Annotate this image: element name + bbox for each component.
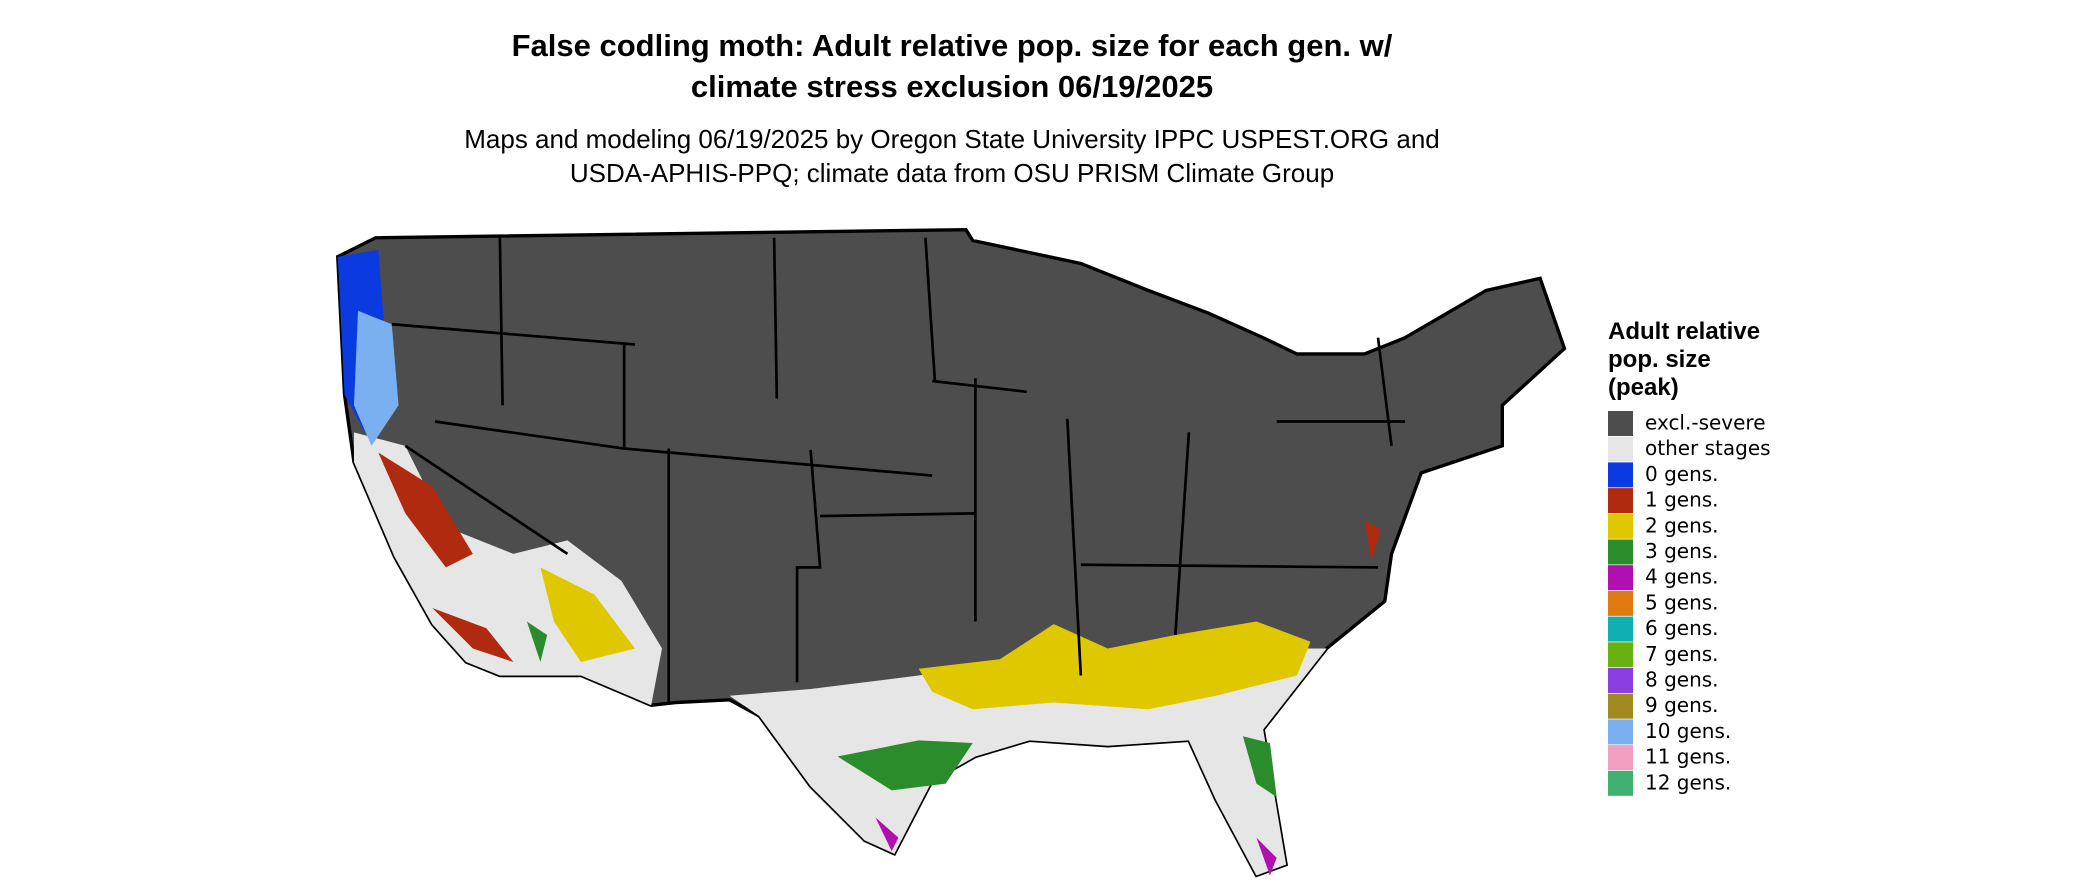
legend-swatch bbox=[1608, 642, 1633, 668]
legend-label: 10 gens. bbox=[1645, 719, 1731, 743]
state-borders bbox=[391, 237, 1406, 703]
legend-label: 0 gens. bbox=[1645, 462, 1719, 486]
legend-swatch bbox=[1608, 668, 1633, 693]
legend-swatch bbox=[1608, 719, 1633, 745]
region-3gens bbox=[526, 621, 1277, 798]
legend-label: 11 gens. bbox=[1645, 745, 1731, 769]
map bbox=[336, 227, 1567, 878]
region-10gens bbox=[353, 310, 399, 446]
legend-swatch bbox=[1608, 488, 1633, 514]
region-2gens bbox=[540, 567, 1311, 710]
legend-label: 4 gens. bbox=[1645, 565, 1719, 589]
legend-swatch bbox=[1608, 411, 1633, 436]
legend-label: 6 gens. bbox=[1645, 616, 1719, 640]
region-4gens bbox=[875, 817, 1277, 876]
legend-swatch bbox=[1608, 616, 1633, 642]
title-line: False codling moth: Adult relative pop. … bbox=[512, 28, 1393, 63]
legend-label: 2 gens. bbox=[1645, 513, 1719, 537]
legend-swatch bbox=[1608, 436, 1633, 462]
legend-label: 9 gens. bbox=[1645, 693, 1719, 717]
legend-label: 12 gens. bbox=[1645, 770, 1731, 794]
legend-swatch bbox=[1608, 539, 1633, 565]
legend-label: 5 gens. bbox=[1645, 590, 1719, 614]
legend-swatch bbox=[1608, 693, 1633, 719]
legend-label: 7 gens. bbox=[1645, 642, 1719, 666]
legend-label: 3 gens. bbox=[1645, 539, 1719, 563]
subtitle-line: USDA-APHIS-PPQ; climate data from OSU PR… bbox=[570, 158, 1334, 188]
legend-swatch bbox=[1608, 770, 1633, 796]
legend-swatch bbox=[1608, 513, 1633, 539]
legend-swatch bbox=[1608, 462, 1633, 488]
legend-title: Adult relative bbox=[1608, 318, 1760, 345]
legend-label: 1 gens. bbox=[1645, 488, 1719, 512]
legend-swatch bbox=[1608, 745, 1633, 771]
title-line: climate stress exclusion 06/19/2025 bbox=[691, 69, 1213, 104]
legend-swatch bbox=[1608, 590, 1633, 616]
legend-swatch bbox=[1608, 565, 1633, 591]
legend-label: 8 gens. bbox=[1645, 668, 1719, 692]
subtitle-line: Maps and modeling 06/19/2025 by Oregon S… bbox=[464, 124, 1440, 154]
region-1gens bbox=[378, 452, 1381, 662]
legend-label: excl.-severe bbox=[1645, 411, 1766, 435]
region-other bbox=[729, 648, 1327, 876]
legend-label: other stages bbox=[1645, 436, 1771, 460]
legend-title: pop. size bbox=[1608, 346, 1711, 373]
legend-title: (peak) bbox=[1608, 374, 1679, 401]
